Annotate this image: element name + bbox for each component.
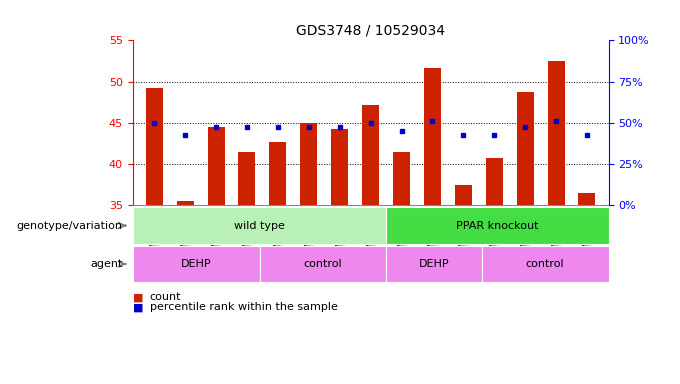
Bar [579, 193, 596, 205]
Bar [239, 152, 256, 205]
Text: DEHP: DEHP [181, 259, 211, 269]
Bar [393, 152, 410, 205]
Bar [486, 157, 503, 205]
Bar [362, 105, 379, 205]
Bar [177, 201, 194, 205]
Text: wild type: wild type [234, 220, 285, 231]
Bar [455, 185, 472, 205]
Bar [517, 92, 534, 205]
Text: count: count [150, 292, 181, 302]
Title: GDS3748 / 10529034: GDS3748 / 10529034 [296, 24, 445, 38]
Bar [547, 61, 564, 205]
Text: PPAR knockout: PPAR knockout [456, 220, 539, 231]
Text: control: control [526, 259, 564, 269]
Bar [331, 129, 348, 205]
Bar [146, 88, 163, 205]
Text: percentile rank within the sample: percentile rank within the sample [150, 302, 337, 312]
Text: ■: ■ [133, 292, 147, 302]
Text: control: control [304, 259, 342, 269]
Text: DEHP: DEHP [419, 259, 449, 269]
Bar [424, 68, 441, 205]
Bar [269, 142, 286, 205]
Bar [207, 127, 224, 205]
Bar [301, 123, 318, 205]
Text: genotype/variation: genotype/variation [16, 220, 122, 231]
Text: agent: agent [90, 259, 122, 269]
Text: ■: ■ [133, 302, 147, 312]
